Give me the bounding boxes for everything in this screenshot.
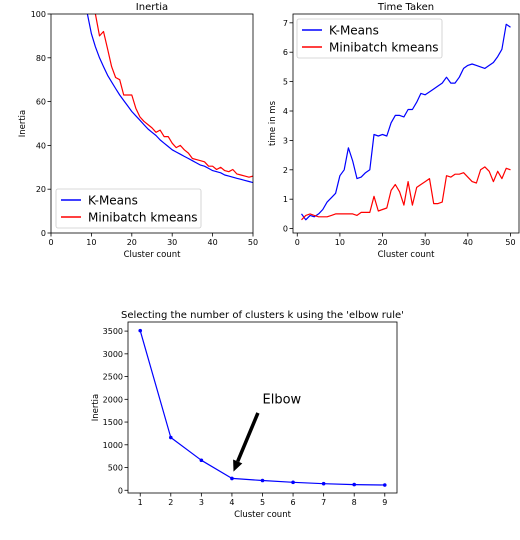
y-tick-label: 3000 [103,350,123,359]
axes-frame [50,13,254,234]
y-tick-label: 3 [283,136,288,145]
x-tick-label: 2 [168,498,173,507]
y-tick-label: 0 [41,229,46,238]
x-tick-label: 6 [291,498,296,507]
legend-label-1: K-Means [88,194,138,208]
x-axis-label: Cluster count [234,510,292,520]
x-tick-label: 20 [377,238,387,247]
x-tick-label: 3 [199,498,204,507]
legend-box [55,188,202,229]
x-tick-label: 5 [260,498,265,507]
x-tick-label: 30 [167,238,177,247]
x-tick-label: 7 [321,498,326,507]
data-point [321,481,326,486]
x-axis-label: Cluster count [378,250,436,260]
x-tick-label: 40 [208,238,218,247]
y-tick-label: 2 [283,166,288,175]
y-tick-label: 3500 [103,327,123,336]
x-tick-label: 0 [48,238,53,247]
annotation-text: Elbow [263,392,302,407]
legend-label-2: Minibatch kmeans [329,41,439,55]
legend-label-1: K-Means [329,24,379,38]
data-point [260,478,265,483]
y-tick-label: 1 [283,195,288,204]
y-tick-label: 100 [31,10,46,19]
y-axis-label: Inertia [91,394,101,422]
chart-title: Inertia [136,2,168,13]
axes-frame [292,13,520,234]
y-axis-label: Inertia [18,110,28,138]
chart-title: Time Taken [377,2,434,13]
data-point [138,328,143,333]
y-tick-label: 1000 [103,441,123,450]
data-point [291,480,295,485]
series-line-1 [139,330,385,486]
legend: K-Means Minibatch kmeans [55,188,202,229]
x-tick-label: 1 [138,498,143,507]
x-tick-label: 20 [127,238,137,247]
series-line-1 [301,23,511,221]
y-tick-label: 500 [108,464,123,473]
annotation-arrow-shaft [236,412,260,463]
y-tick-label: 2500 [103,373,123,382]
series-line-2 [301,166,511,221]
x-tick-label: 50 [248,238,258,247]
axes-frame [127,321,398,494]
x-tick-label: 50 [505,238,515,247]
y-tick-label: 80 [36,54,46,63]
annotation-arrow-head [233,459,243,472]
y-tick-label: 5 [283,78,288,87]
x-axis-label: Cluster count [124,250,182,260]
series-line-2 [94,14,253,178]
y-tick-label: 6 [283,48,288,57]
y-tick-label: 1500 [103,418,123,427]
chart-title: Selecting the number of clusters k using… [121,310,404,321]
legend-box [296,18,443,59]
chart-3: 1 2 3 4 5 6 7 8 9 0 500 1000 1500 2000 2500 3000 3500 Sel… [91,310,404,520]
chart-1: 0 10 20 30 40 50 0 20 40 60 80 100 Inertia Cluster co… [18,2,258,260]
x-tick-label: 10 [86,238,96,247]
x-tick-label: 30 [420,238,430,247]
y-tick-label: 40 [36,141,46,150]
y-tick-label: 0 [283,225,288,234]
x-tick-label: 0 [295,238,300,247]
y-axis-label: time in ms [268,100,278,146]
x-tick-label: 4 [229,498,234,507]
data-point [168,435,173,440]
y-tick-label: 7 [283,19,288,28]
y-tick-label: 2000 [103,395,123,404]
y-tick-label: 0 [118,486,123,495]
y-tick-label: 20 [36,185,46,194]
legend-label-2: Minibatch kmeans [88,211,198,225]
x-tick-label: 10 [335,238,345,247]
series-line-1 [86,14,253,184]
x-tick-label: 8 [352,498,357,507]
data-point [352,482,357,487]
x-tick-label: 9 [382,498,387,507]
data-point [382,483,387,487]
data-point [230,476,234,481]
x-tick-label: 40 [463,238,473,247]
legend: K-Means Minibatch kmeans [296,18,443,59]
y-tick-label: 60 [36,98,46,107]
y-tick-label: 4 [283,107,288,116]
data-point [199,458,204,463]
chart-2: 0 10 20 30 40 50 0 1 2 3 4 5 6 7 Time Taken Cluster cou… [268,2,520,260]
